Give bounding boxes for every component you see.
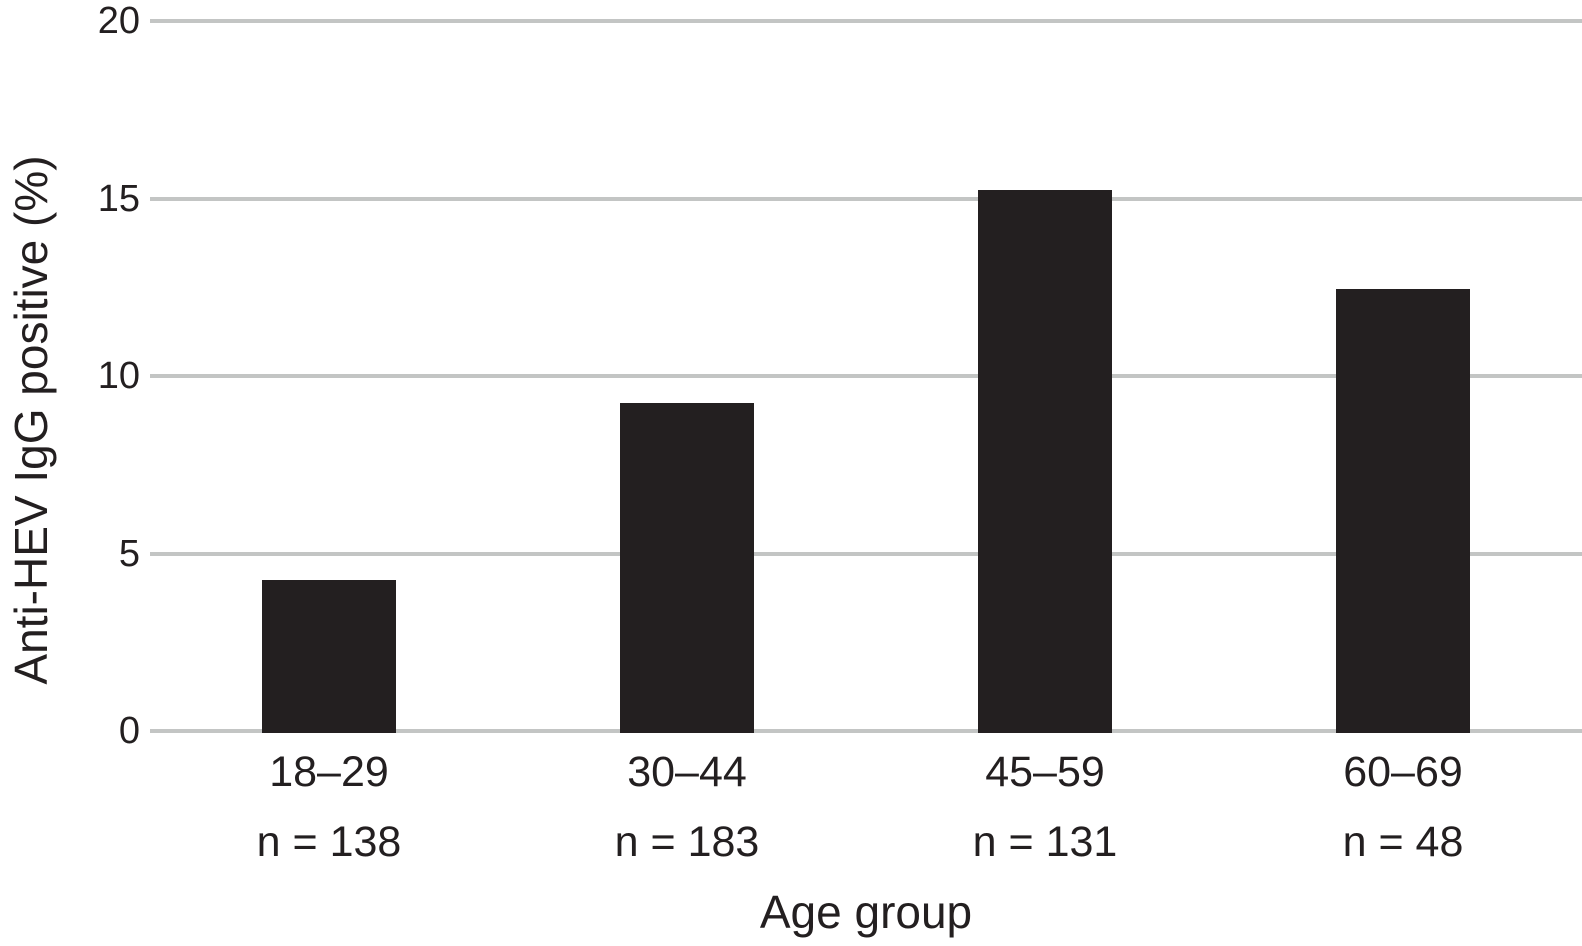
bar-60–69 bbox=[1336, 289, 1470, 733]
x-tick-label: 18–29 bbox=[269, 748, 389, 796]
gridline-5 bbox=[150, 551, 1582, 556]
plot-area bbox=[150, 19, 1582, 733]
n-count-label: n = 138 bbox=[256, 818, 402, 866]
x-tick-label: 30–44 bbox=[627, 748, 747, 796]
x-label-group: 18–29 n = 138 bbox=[150, 731, 508, 864]
gridline-0 bbox=[150, 729, 1582, 733]
x-tick-label: 45–59 bbox=[985, 748, 1105, 796]
n-count-label: n = 183 bbox=[614, 818, 760, 866]
gridline-20 bbox=[150, 19, 1582, 23]
bar-45–59 bbox=[978, 189, 1112, 733]
x-label-group: 45–59 n = 131 bbox=[866, 731, 1224, 864]
bar-band bbox=[1224, 21, 1582, 733]
gridline-15 bbox=[150, 196, 1582, 201]
x-labels: 18–29 n = 138 30–44 n = 183 45–59 n = 131 60–6… bbox=[150, 731, 1582, 864]
gridline-10 bbox=[150, 374, 1582, 378]
y-tick-label-5: 5 bbox=[118, 532, 140, 575]
bar-band bbox=[150, 21, 508, 733]
x-label-group: 30–44 n = 183 bbox=[508, 731, 866, 864]
x-label-group: 60–69 n = 48 bbox=[1224, 731, 1582, 864]
bars bbox=[150, 21, 1582, 733]
bar-band bbox=[866, 21, 1224, 733]
bar-30–44 bbox=[620, 402, 754, 733]
y-tick-labels: 0 5 10 15 20 bbox=[0, 2, 140, 750]
n-count-label: n = 48 bbox=[1342, 818, 1464, 866]
bar-band bbox=[508, 21, 866, 733]
x-axis-title: Age group bbox=[759, 886, 973, 938]
n-count-label: n = 131 bbox=[972, 818, 1118, 866]
x-tick-label: 60–69 bbox=[1343, 748, 1463, 796]
y-tick-label-20: 20 bbox=[97, 0, 140, 42]
y-tick-label-0: 0 bbox=[118, 710, 140, 752]
bar-18–29 bbox=[262, 580, 396, 733]
y-tick-label-10: 10 bbox=[97, 355, 140, 397]
y-tick-label-15: 15 bbox=[97, 177, 140, 220]
